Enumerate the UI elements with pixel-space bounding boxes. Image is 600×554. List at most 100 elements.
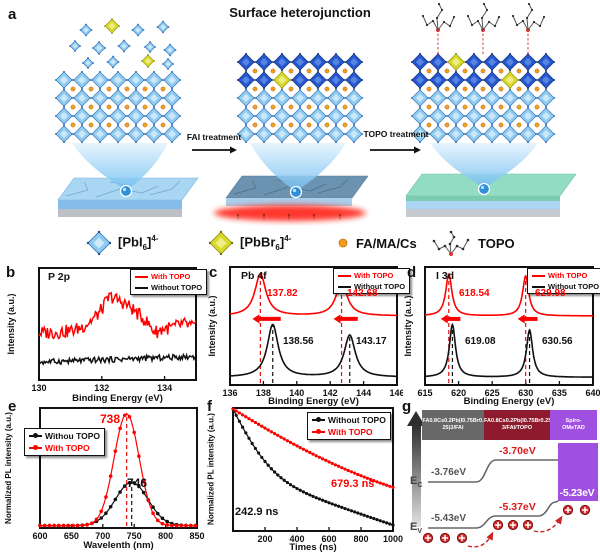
legend-row-without-topo: Without TOPO <box>338 282 405 291</box>
legend-item-cation: FA/MA/Cs <box>336 227 417 259</box>
svg-text:700: 700 <box>95 531 110 541</box>
panel-b-letter: b <box>6 264 16 281</box>
pbbr6-octahedron-icon <box>208 230 234 256</box>
surface-heterojunction-title: Surface heterojunction <box>229 5 371 20</box>
panel-b-xps-p2p: 130 132 134 b P 2p With TOPO Without TOPO … <box>0 262 208 408</box>
ec-label: EC <box>410 475 423 490</box>
red-marker-swatch <box>29 445 42 451</box>
panel-f-legend: Without TOPO With TOPO <box>307 412 391 440</box>
panel-f-trpl-decay: 200 400 600 800 1000 f Without TOPO With TOP… <box>205 398 405 554</box>
legend-row-without-topo: Without TOPO <box>532 282 599 291</box>
svg-text:800: 800 <box>158 531 173 541</box>
panel-d-legend: With TOPO Without TOPO <box>527 268 600 294</box>
svg-text:136: 136 <box>222 388 237 398</box>
panel-b-xlabel: Binding Energy (eV) <box>72 393 163 404</box>
legend-row-without-topo: Without TOPO <box>312 415 386 425</box>
layer-fai-line2: 25)3/FAI <box>442 425 464 431</box>
svg-text:↑: ↑ <box>236 211 241 221</box>
red-line-swatch <box>532 274 545 277</box>
svg-text:630: 630 <box>518 388 533 398</box>
svg-text:650: 650 <box>64 531 79 541</box>
layer-box-fai: FA0.8Cs0.2Pb(I0.75Br0. 25)3/FAI <box>422 410 484 440</box>
p2p-title: P 2p <box>48 271 70 283</box>
spiro-homo-level: -5.23eV <box>559 487 595 499</box>
panel-g-energy-diagram: g FA0.8Cs0.2Pb(I0.75Br0. 25)3/FAI FA0.8C… <box>400 398 600 554</box>
panel-f-ylabel: Normalized PL intensity (a.u.) <box>206 413 216 525</box>
black-marker-swatch <box>29 433 42 439</box>
band-diagram-lines <box>422 459 591 548</box>
topo-treatment-label: TOPO treatment <box>363 129 429 139</box>
hole-transfer-arrow-2 <box>533 515 563 533</box>
pb4f-peak-with-topo-1: 137.82 <box>267 288 298 299</box>
hole-transfer-arrow-1 <box>467 531 494 548</box>
panel-c-letter: c <box>209 264 218 281</box>
i3d-peak-without-topo-2: 630.56 <box>542 336 573 347</box>
layer-fai-topo-line1: FA0.8Cs0.2Pb(I0.75Br0.25) <box>484 418 554 424</box>
svg-text:↑: ↑ <box>312 211 317 221</box>
layer-box-fai-topo: FA0.8Cs0.2Pb(I0.75Br0.25) 3/FAI/TOPO <box>484 410 554 440</box>
legend-row-with-topo: With TOPO <box>135 272 202 281</box>
svg-text:600: 600 <box>321 534 336 544</box>
panel-e-xlabel: Wavelenth (nm) <box>83 540 154 551</box>
legend-label-topo: TOPO <box>478 235 515 251</box>
pb4f-peak-with-topo-2: 142.68 <box>347 288 378 299</box>
layer-spiro-line2: OMeTAD <box>562 425 585 431</box>
svg-text:635: 635 <box>552 388 567 398</box>
panel-c-xps-pb4f: 136 138 140 142 144 146 c Pb 4f With TOPO Wit… <box>205 262 411 408</box>
i3d-title: I 3d <box>436 270 455 282</box>
legend-row-with-topo: With TOPO <box>338 271 405 280</box>
pb4f-spectrum-plot: 136 138 140 142 144 146 <box>222 266 403 398</box>
ec-treated-value: -3.70eV <box>499 445 536 457</box>
pb4f-title: Pb 4f <box>241 270 267 282</box>
svg-text:400: 400 <box>289 534 304 544</box>
black-line-swatch <box>338 285 351 288</box>
legend-item-pbbr6: [PbBr6]4- <box>208 227 291 259</box>
svg-text:↑: ↑ <box>287 211 292 221</box>
layer-box-spiro: Spiro- OMeTAD <box>550 410 597 440</box>
pb4f-peak-without-topo-2: 143.17 <box>356 336 387 347</box>
pb4f-peak-without-topo-1: 138.56 <box>283 336 314 347</box>
panel-c-legend: With TOPO Without TOPO <box>333 268 411 294</box>
svg-text:200: 200 <box>257 534 272 544</box>
panel-e-pl-spectrum: 600 650 700 750 800 850 e Withou TOPO With TO… <box>0 398 205 554</box>
pl-peak-without-topo: 746 <box>127 476 148 490</box>
panel-d-letter: d <box>407 264 417 281</box>
panel-e-legend: Withou TOPO With TOPO <box>24 428 106 456</box>
svg-text:↑: ↑ <box>338 211 343 221</box>
svg-text:850: 850 <box>189 531 204 541</box>
svg-text:138: 138 <box>256 388 271 398</box>
legend-row-with-topo: With TOPO <box>29 443 100 453</box>
fai-treatment-label: FAI treatment <box>186 132 242 142</box>
panel-f-xlabel: Times (ns) <box>289 542 337 553</box>
svg-text:144: 144 <box>356 388 371 398</box>
svg-text:625: 625 <box>485 388 500 398</box>
legend-label-cation: FA/MA/Cs <box>356 235 417 251</box>
valence-band-line <box>428 500 559 529</box>
svg-text:615: 615 <box>417 388 432 398</box>
svg-text:130: 130 <box>31 383 46 393</box>
svg-text:600: 600 <box>32 531 47 541</box>
panel-g-letter: g <box>402 398 412 415</box>
layer-fai-line1: FA0.8Cs0.2Pb(I0.75Br0. <box>422 418 484 424</box>
ev-treated-value: -5.37eV <box>499 501 536 513</box>
svg-text:134: 134 <box>157 383 172 393</box>
ev-pristine-value: -5.43eV <box>431 513 467 524</box>
i3d-peak-without-topo-1: 619.08 <box>465 336 496 347</box>
svg-text:750: 750 <box>127 531 142 541</box>
svg-text:132: 132 <box>94 383 109 393</box>
panel-a-schematic: ↑ ↑ ↑ ↑ ↑ a Surface heterojunction FAI treat… <box>0 0 600 262</box>
red-line-swatch <box>338 274 351 277</box>
i3d-peak-with-topo-1: 618.54 <box>459 288 490 299</box>
energy-axis-arrow-icon <box>407 411 425 426</box>
legend-item-pbi6: [PbI6]4- <box>86 227 158 259</box>
panel-c-xlabel: Binding Energy (eV) <box>268 396 359 407</box>
legend-row-without-topo: Without TOPO <box>135 283 202 292</box>
panel-d-xps-i3d: 615 620 625 630 635 640 d I 3d With TOPO With… <box>403 262 600 408</box>
topo-molecule-icon <box>432 230 470 256</box>
pl-peak-with-topo: 738 <box>100 412 121 426</box>
panel-b-legend: With TOPO Without TOPO <box>130 269 208 295</box>
pbi6-octahedron-icon <box>86 230 112 256</box>
i3d-spectrum-plot: 615 620 625 630 635 640 <box>417 266 600 398</box>
svg-text:1000: 1000 <box>383 534 403 544</box>
